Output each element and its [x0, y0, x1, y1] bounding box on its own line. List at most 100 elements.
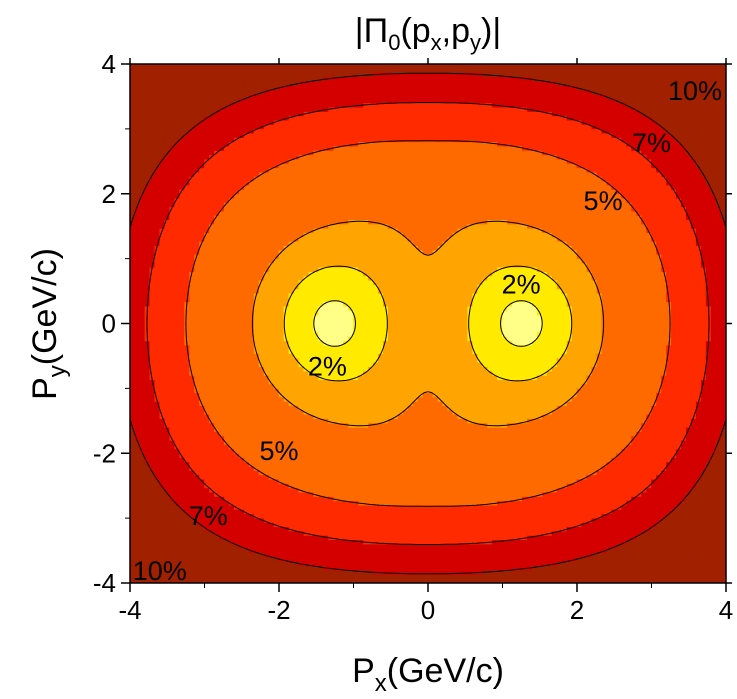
contour-cell — [278, 349, 285, 355]
contour-cell — [214, 504, 220, 510]
contour-cell — [313, 435, 320, 441]
contour-cell — [238, 288, 245, 294]
contour-cell — [174, 310, 180, 316]
contour-cell — [333, 470, 339, 476]
contour-cell — [149, 145, 156, 151]
contour-cell — [164, 483, 171, 489]
contour-cell — [199, 336, 205, 342]
contour-cell — [333, 353, 339, 359]
contour-cell — [253, 517, 260, 523]
contour-cell — [298, 548, 305, 554]
contour-cell — [323, 102, 329, 108]
contour-cell — [248, 565, 255, 571]
contour-cell — [234, 526, 240, 532]
contour-cell — [323, 396, 329, 402]
contour-cell — [268, 457, 275, 463]
contour-cell — [278, 119, 285, 125]
contour-cell — [130, 184, 136, 190]
contour-cell — [174, 457, 180, 463]
contour-cell — [253, 491, 260, 497]
contour-cell — [258, 327, 265, 333]
contour-cell — [169, 452, 175, 458]
contour-cell — [199, 254, 205, 259]
contour-cell — [224, 344, 230, 350]
contour-cell — [333, 383, 339, 389]
contour-cell — [194, 64, 200, 69]
contour-cell — [154, 206, 161, 212]
contour-cell — [224, 414, 230, 419]
contour-cell — [134, 141, 141, 147]
contour-cell — [293, 422, 300, 428]
contour-cell — [328, 167, 334, 173]
contour-cell — [189, 392, 195, 398]
contour-cell — [268, 310, 275, 316]
contour-cell — [293, 543, 300, 549]
contour-cell — [179, 539, 185, 545]
contour-cell — [303, 228, 310, 233]
contour-cell — [258, 314, 265, 320]
contour-cell — [243, 206, 250, 212]
contour-cell — [154, 422, 161, 428]
contour-cell — [283, 509, 290, 515]
contour-cell — [298, 236, 305, 242]
contour-cell — [149, 457, 156, 463]
contour-cell — [149, 292, 156, 298]
contour-cell — [253, 167, 260, 173]
contour-cell — [189, 189, 195, 195]
contour-cell — [328, 106, 334, 112]
contour-cell — [268, 176, 275, 182]
contour-cell — [303, 93, 310, 99]
contour-cell — [130, 150, 136, 156]
contour-cell — [149, 422, 156, 428]
contour-cell — [298, 266, 305, 272]
contour-cell — [130, 500, 136, 506]
contour-cell — [243, 158, 250, 164]
contour-cell — [288, 301, 295, 307]
contour-cell — [134, 509, 141, 515]
contour-cell — [194, 513, 200, 519]
contour-cell — [278, 154, 285, 160]
contour-cell — [184, 266, 190, 272]
contour-cell — [248, 431, 255, 437]
contour-cell — [293, 158, 300, 164]
contour-cell — [328, 522, 334, 528]
contour-cell — [273, 202, 280, 208]
contour-cell — [194, 284, 200, 290]
contour-cell — [248, 331, 255, 337]
contour-cell — [134, 124, 141, 130]
contour-cell — [130, 392, 136, 398]
contour-cell — [313, 431, 320, 437]
contour-cell — [229, 64, 235, 69]
contour-cell — [313, 543, 320, 549]
contour-cell — [199, 574, 205, 579]
contour-cell — [194, 102, 200, 108]
contour-cell — [303, 353, 310, 359]
contour-cell — [219, 478, 225, 484]
contour-cell — [333, 414, 339, 419]
contour-cell — [209, 102, 215, 108]
contour-cell — [308, 552, 315, 558]
contour-cell — [318, 509, 324, 515]
contour-cell — [263, 405, 270, 411]
contour-cell — [253, 478, 260, 484]
contour-cell — [234, 483, 240, 489]
contour-cell — [174, 539, 180, 545]
contour-cell — [313, 561, 320, 566]
contour-cell — [159, 141, 166, 147]
contour-cell — [134, 357, 141, 363]
contour-cell — [164, 504, 171, 510]
contour-cell — [204, 141, 210, 147]
contour-cell — [159, 163, 166, 169]
contour-cell — [144, 487, 151, 493]
contour-cell — [224, 336, 230, 342]
contour-cell — [179, 366, 185, 372]
contour-cell — [318, 128, 324, 134]
contour-cell — [139, 366, 146, 372]
contour-cell — [130, 128, 136, 134]
contour-cell — [234, 64, 240, 69]
contour-cell — [328, 223, 334, 229]
contour-cell — [243, 301, 250, 307]
contour-cell — [229, 405, 235, 411]
contour-cell — [199, 487, 205, 493]
contour-cell — [318, 318, 324, 324]
